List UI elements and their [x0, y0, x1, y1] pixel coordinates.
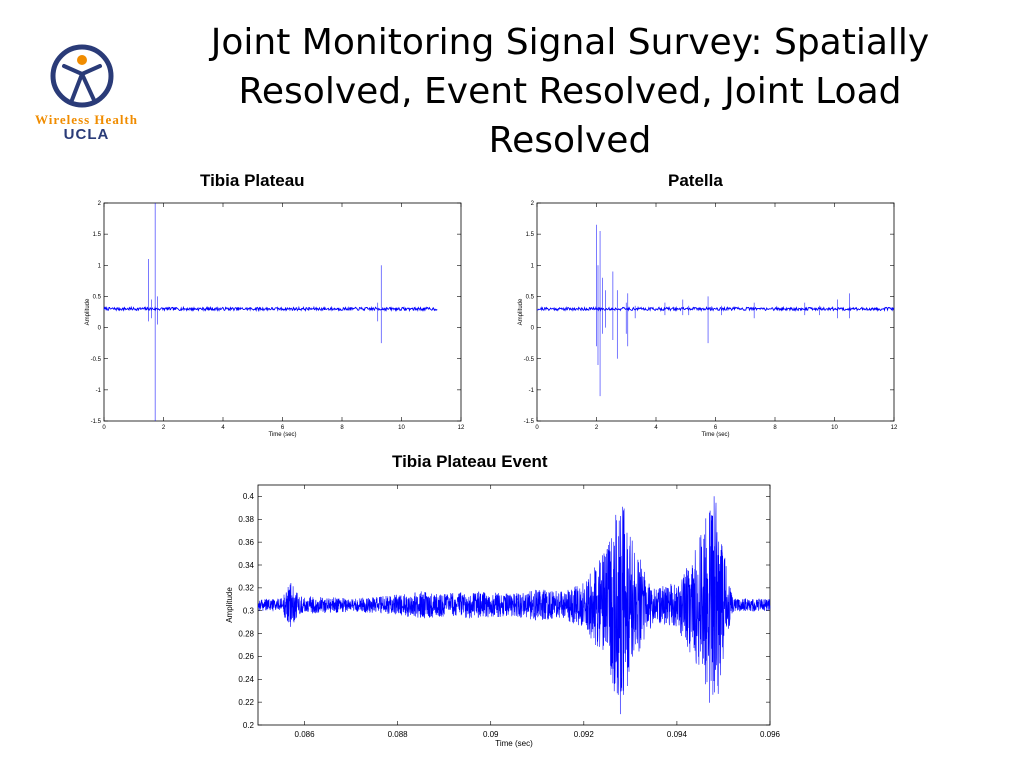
- y-tick-label: 0.26: [238, 652, 254, 661]
- slide-title: Joint Monitoring Signal Survey: Spatiall…: [210, 22, 930, 161]
- x-tick-label: 4: [221, 425, 225, 431]
- x-tick-label: 0.09: [483, 730, 499, 739]
- y-tick-label: 0.32: [238, 584, 254, 593]
- y-tick-label: 1.5: [93, 232, 102, 238]
- signal-trace: [257, 496, 771, 715]
- logo-text-wireless-health: Wireless Health: [35, 112, 138, 127]
- patella-chart: 0 2 4 6 8 10 12 -1.5 -1 -0.5 0 0.5 1 1.5 2 Time (sec) Am…: [518, 201, 898, 438]
- y-tick-label: -0.5: [524, 357, 535, 363]
- y-tick-label: 0.28: [238, 629, 254, 638]
- panel-label-tibia-plateau-event: Tibia Plateau Event: [392, 452, 548, 471]
- x-tick-label: 2: [162, 425, 166, 431]
- y-tick-label: -0.5: [91, 357, 102, 363]
- signal-series: [103, 203, 438, 421]
- y-tick-label: 2: [98, 201, 102, 207]
- x-axis-label: Time (sec): [268, 432, 296, 438]
- x-tick-label: 0: [535, 425, 539, 431]
- x-tick-label: 0.096: [760, 730, 781, 739]
- plot-frame: [103, 202, 462, 422]
- x-tick-label: 10: [398, 425, 405, 431]
- x-tick-label: 4: [654, 425, 658, 431]
- x-tick-label: 8: [340, 425, 344, 431]
- x-axis-label: Time (sec): [701, 432, 729, 438]
- y-tick-label: 0.4: [243, 492, 255, 501]
- y-tick-label: 1: [98, 263, 102, 269]
- y-tick-label: 0.5: [526, 295, 535, 301]
- x-tick-label: 10: [831, 425, 838, 431]
- x-tick-label: 0.086: [295, 730, 316, 739]
- x-tick-label: 0.094: [667, 730, 688, 739]
- y-tick-label: 0: [531, 326, 535, 332]
- y-tick-label: 0.38: [238, 515, 254, 524]
- plot-frame: [536, 202, 895, 422]
- y-tick-label: 1: [531, 263, 535, 269]
- y-tick-label: 0: [98, 326, 102, 332]
- y-tick-label: 0.24: [238, 675, 254, 684]
- y-tick-label: 0.22: [238, 698, 254, 707]
- x-tick-label: 12: [458, 425, 465, 431]
- y-tick-label: 0.5: [93, 295, 102, 301]
- y-tick-label: -1: [96, 388, 102, 394]
- x-tick-label: 0: [102, 425, 106, 431]
- x-tick-label: 6: [714, 425, 718, 431]
- x-tick-label: 2: [595, 425, 599, 431]
- y-tick-label: 0.3: [243, 607, 255, 616]
- y-tick-label: 0.2: [243, 721, 255, 730]
- tibia-plateau-event-chart: 0.086 0.088 0.09 0.092 0.094 0.096 0.2 0.22 0.24…: [225, 484, 781, 748]
- y-tick-label: 2: [531, 201, 535, 207]
- y-tick-label: 0.34: [238, 561, 254, 570]
- y-axis-label: Amplitude: [518, 298, 524, 325]
- y-tick-label: -1.5: [91, 419, 102, 425]
- x-axis-label: Time (sec): [495, 739, 533, 748]
- logo-figure-icon: [50, 44, 114, 108]
- y-tick-label: -1.5: [524, 419, 535, 425]
- y-tick-label: 0.36: [238, 538, 254, 547]
- tibia-plateau-chart: 0 2 4 6 8 10 12 -1.5 -1 -0.5 0 0.5 1 1.5 2 Time (sec) Am…: [85, 201, 465, 438]
- x-tick-label: 6: [281, 425, 285, 431]
- wireless-health-ucla-logo: Wireless Health UCLA: [14, 40, 159, 150]
- panel-label-tibia-plateau: Tibia Plateau: [200, 171, 305, 190]
- x-tick-label: 0.088: [388, 730, 409, 739]
- y-tick-label: 1.5: [526, 232, 535, 238]
- panel-label-patella: Patella: [668, 171, 723, 190]
- signal-series: [536, 224, 895, 397]
- y-axis-label: Amplitude: [225, 587, 234, 623]
- x-tick-label: 8: [773, 425, 777, 431]
- logo-text-ucla: UCLA: [63, 126, 110, 143]
- x-tick-label: 0.092: [574, 730, 595, 739]
- x-tick-label: 12: [891, 425, 898, 431]
- y-tick-label: -1: [529, 388, 535, 394]
- signal-trace: [103, 305, 438, 312]
- y-axis-label: Amplitude: [85, 298, 91, 325]
